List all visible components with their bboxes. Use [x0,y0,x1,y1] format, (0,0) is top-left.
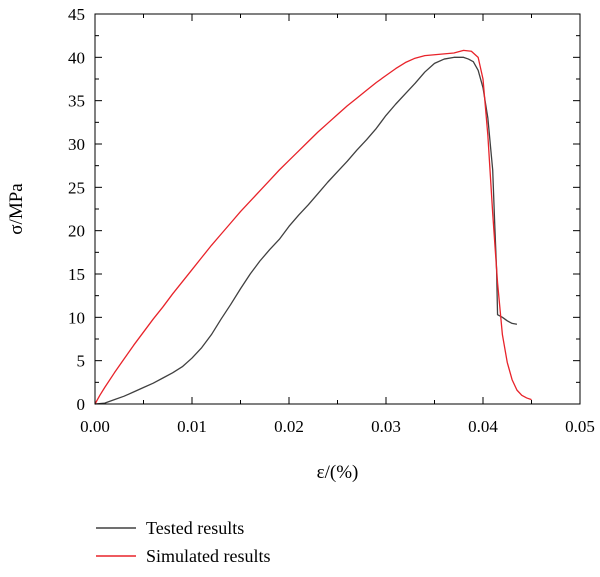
plot-frame [94,13,581,405]
legend-label-tested: Tested results [146,518,244,538]
x-tick-label: 0.02 [274,417,304,436]
series-line-simulated [94,49,532,405]
y-tick-label: 30 [68,135,85,154]
x-tick-label: 0.04 [468,417,498,436]
y-tick-label: 35 [68,92,85,111]
x-tick-label: 0.01 [177,417,207,436]
series-layer [94,49,532,405]
y-tick-label: 20 [68,222,85,241]
y-tick-label: 25 [68,178,85,197]
y-tick-label: 45 [68,5,85,24]
x-tick-label: 0.00 [80,417,110,436]
y-axis-label: σ/MPa [6,183,27,235]
series-line-tested [94,56,518,405]
x-tick-label: 0.03 [371,417,401,436]
y-tick-label: 15 [68,265,85,284]
legend: Tested results Simulated results [96,518,271,566]
x-axis-ticks: 0.00 0.01 0.02 0.03 0.04 0.05 [80,14,595,436]
y-tick-label: 0 [77,395,86,414]
y-axis-ticks: 0 5 10 15 20 25 30 35 40 45 [68,5,580,414]
x-tick-label: 0.05 [565,417,595,436]
x-axis-label: ε/(%) [317,462,359,483]
y-tick-label: 5 [77,352,86,371]
y-tick-label: 40 [68,48,85,67]
legend-label-simulated: Simulated results [146,546,271,566]
y-tick-label: 10 [68,308,85,327]
